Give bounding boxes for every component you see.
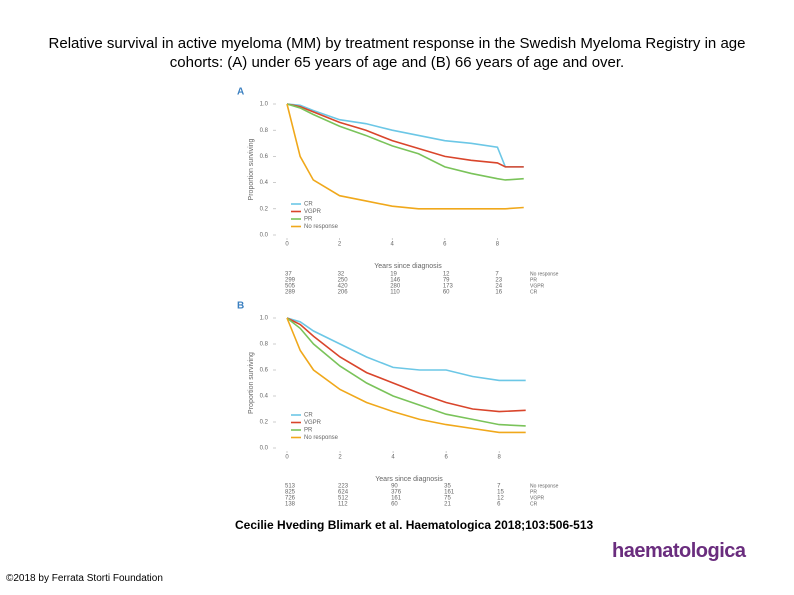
survival-curve: [286, 317, 526, 427]
at-risk-count: 206: [338, 290, 349, 296]
at-risk-count: 289: [285, 290, 296, 296]
at-risk-count: 90: [391, 484, 398, 490]
y-tick-label: 1.0: [260, 102, 269, 108]
at-risk-label: CR: [530, 501, 538, 507]
at-risk-count: 6: [497, 502, 501, 508]
legend-label: CR: [304, 202, 313, 208]
legend-label: PR: [304, 217, 313, 223]
at-risk-count: 21: [444, 502, 451, 508]
at-risk-label: PR: [530, 489, 537, 495]
survival-curve: [286, 103, 524, 181]
y-tick-label: 0.0: [260, 233, 269, 239]
at-risk-count: 37: [285, 272, 292, 278]
footer: ©2018 by Ferrata Storti Foundation: [6, 573, 163, 584]
at-risk-count: 173: [443, 284, 454, 290]
x-tick-label: 2: [338, 455, 342, 461]
y-tick-label: 0.2: [260, 420, 269, 426]
at-risk-count: 23: [495, 278, 502, 284]
at-risk-count: 12: [443, 272, 450, 278]
x-tick-label: 0: [285, 242, 289, 248]
survival-curve: [286, 317, 526, 434]
x-tick-label: 4: [391, 455, 395, 461]
at-risk-count: 513: [285, 484, 296, 490]
y-axis-label: Proportion surviving: [248, 352, 255, 414]
y-tick-label: 0.0: [260, 446, 269, 452]
at-risk-count: 35: [444, 484, 451, 490]
y-tick-label: 0.6: [260, 154, 269, 160]
at-risk-count: 24: [495, 284, 502, 290]
logo: haematologica: [612, 540, 746, 562]
at-risk-count: 7: [497, 484, 501, 490]
x-tick-label: 0: [285, 455, 289, 461]
at-risk-count: 726: [285, 496, 296, 502]
legend-label: CR: [304, 413, 313, 419]
at-risk-count: 79: [443, 278, 450, 284]
x-tick-label: 2: [338, 242, 342, 248]
at-risk-count: 7: [495, 272, 499, 278]
y-axis-label: Proportion surviving: [248, 138, 255, 200]
citation: Cecilie Hveding Blimark et al. Haematolo…: [235, 518, 594, 532]
at-risk-label: No response: [530, 271, 559, 277]
at-risk-count: 12: [497, 496, 504, 502]
at-risk-count: 60: [391, 502, 398, 508]
at-risk-count: 75: [444, 496, 451, 502]
y-tick-label: 0.6: [260, 368, 269, 374]
at-risk-count: 161: [444, 490, 455, 496]
y-tick-label: 0.8: [260, 342, 269, 348]
at-risk-label: CR: [530, 289, 538, 295]
at-risk-count: 376: [391, 490, 402, 496]
survival-curve: [286, 103, 524, 210]
legend-label: No response: [304, 224, 339, 230]
at-risk-count: 624: [338, 490, 349, 496]
panel-label: B: [237, 301, 244, 312]
survival-curve: [286, 317, 526, 413]
survival-curve: [286, 317, 526, 382]
survival-curve: [286, 103, 524, 168]
panel-label: A: [237, 87, 244, 98]
at-risk-count: 512: [338, 496, 349, 502]
at-risk-count: 420: [338, 284, 349, 290]
x-tick-label: 8: [498, 455, 502, 461]
at-risk-count: 250: [338, 278, 349, 284]
at-risk-count: 223: [338, 484, 349, 490]
at-risk-count: 505: [285, 284, 296, 290]
at-risk-label: PR: [530, 277, 537, 283]
legend-label: VGPR: [304, 209, 322, 215]
at-risk-label: No response: [530, 483, 559, 489]
legend-label: No response: [304, 435, 339, 441]
x-tick-label: 6: [444, 455, 448, 461]
at-risk-count: 825: [285, 490, 296, 496]
at-risk-count: 161: [391, 496, 402, 502]
y-tick-label: 0.4: [260, 180, 269, 186]
x-tick-label: 6: [443, 242, 447, 248]
y-tick-label: 0.4: [260, 394, 269, 400]
slide-title: Relative survival in active myeloma (MM)…: [48, 35, 746, 71]
legend-label: VGPR: [304, 420, 322, 426]
at-risk-label: VGPR: [530, 495, 545, 501]
x-axis-label: Years since diagnosis: [374, 263, 442, 270]
at-risk-count: 16: [495, 290, 502, 296]
survival-curve: [286, 103, 524, 168]
x-tick-label: 4: [391, 242, 395, 248]
at-risk-count: 146: [390, 278, 401, 284]
at-risk-label: VGPR: [530, 283, 545, 289]
x-tick-label: 8: [496, 242, 500, 248]
at-risk-count: 15: [497, 490, 504, 496]
at-risk-count: 280: [390, 284, 401, 290]
y-tick-label: 1.0: [260, 316, 269, 322]
at-risk-count: 138: [285, 502, 296, 508]
at-risk-count: 112: [338, 502, 348, 508]
x-axis-label: Years since diagnosis: [375, 476, 443, 483]
at-risk-count: 299: [285, 278, 296, 284]
legend-label: PR: [304, 428, 313, 434]
y-tick-label: 0.2: [260, 206, 269, 212]
at-risk-count: 19: [390, 272, 397, 278]
y-tick-label: 0.8: [260, 128, 269, 134]
at-risk-count: 32: [338, 272, 345, 278]
at-risk-count: 110: [390, 290, 400, 296]
at-risk-count: 60: [443, 290, 450, 296]
